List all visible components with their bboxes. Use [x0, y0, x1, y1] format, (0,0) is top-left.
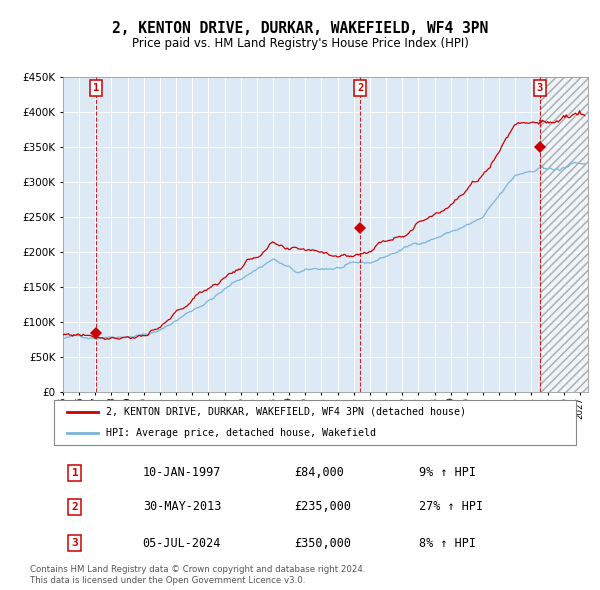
Text: £84,000: £84,000 [294, 466, 344, 479]
Text: 9% ↑ HPI: 9% ↑ HPI [419, 466, 476, 479]
Text: 2, KENTON DRIVE, DURKAR, WAKEFIELD, WF4 3PN: 2, KENTON DRIVE, DURKAR, WAKEFIELD, WF4 … [112, 21, 488, 35]
Text: 8% ↑ HPI: 8% ↑ HPI [419, 536, 476, 549]
Text: Contains HM Land Registry data © Crown copyright and database right 2024.: Contains HM Land Registry data © Crown c… [30, 565, 365, 574]
Text: 05-JUL-2024: 05-JUL-2024 [143, 536, 221, 549]
Text: £350,000: £350,000 [294, 536, 351, 549]
FancyBboxPatch shape [54, 401, 576, 444]
Text: 1: 1 [71, 468, 78, 478]
Text: 2: 2 [71, 502, 78, 512]
Text: 10-JAN-1997: 10-JAN-1997 [143, 466, 221, 479]
Text: HPI: Average price, detached house, Wakefield: HPI: Average price, detached house, Wake… [106, 428, 376, 438]
Text: 2: 2 [357, 83, 364, 93]
Text: 27% ↑ HPI: 27% ↑ HPI [419, 500, 484, 513]
Text: Price paid vs. HM Land Registry's House Price Index (HPI): Price paid vs. HM Land Registry's House … [131, 37, 469, 50]
Text: 3: 3 [536, 83, 543, 93]
Text: 1: 1 [92, 83, 99, 93]
Text: This data is licensed under the Open Government Licence v3.0.: This data is licensed under the Open Gov… [30, 576, 305, 585]
Text: 3: 3 [71, 538, 78, 548]
Text: £235,000: £235,000 [294, 500, 351, 513]
Text: 30-MAY-2013: 30-MAY-2013 [143, 500, 221, 513]
Text: 2, KENTON DRIVE, DURKAR, WAKEFIELD, WF4 3PN (detached house): 2, KENTON DRIVE, DURKAR, WAKEFIELD, WF4 … [106, 407, 466, 417]
